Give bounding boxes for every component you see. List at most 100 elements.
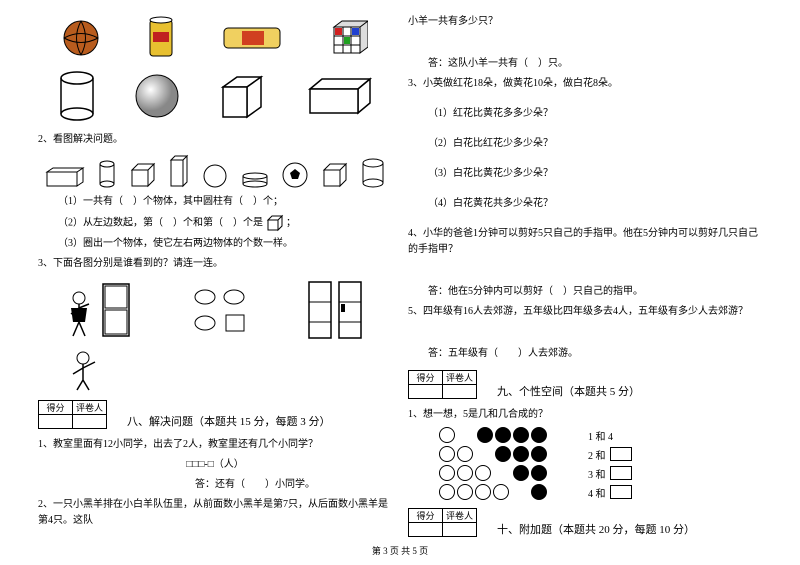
object-photo-row: [38, 16, 392, 60]
bead-empty-icon: [457, 465, 473, 481]
snack-pack-icon: [222, 26, 282, 50]
q3: 3、小英做红花18朵，做黄花10朵，做白花8朵。: [408, 76, 762, 92]
right-column: 小羊一共有多少只？ 答：这队小羊一共有（ ）只。 3、小英做红花18朵，做黄花1…: [400, 10, 770, 540]
small-cube-icon: [130, 162, 156, 188]
cuboid-icon: [304, 75, 374, 117]
bead-empty-icon: [493, 484, 509, 500]
score-label: 得分: [409, 371, 443, 385]
grader-cell[interactable]: [443, 385, 477, 399]
small-cylinder-icon: [98, 160, 116, 188]
answer-box[interactable]: [610, 447, 632, 461]
viewing-scene-2: [38, 348, 392, 392]
bead-filled-icon: [513, 465, 529, 481]
q-cont-ans: 答：这队小羊一共有（ ）只。: [408, 56, 762, 72]
q2-2-text: （2）从左边数起，第（ ）个和第（ ）个是: [58, 217, 263, 228]
q4-ans: 答：他在5分钟内可以剪好（ ）只自己的指甲。: [408, 284, 762, 300]
wide-cylinder-icon: [361, 158, 385, 188]
section-9-header: 得分评卷人 九、个性空间（本题共 5 分）: [408, 370, 762, 399]
q3-4: （4）白花黄花共多少朵花？: [408, 196, 762, 212]
page-footer: 第 3 页 共 5 页: [0, 544, 800, 557]
bead-empty-icon: [439, 484, 455, 500]
fridge-views-icon: [305, 278, 365, 342]
q5: 5、四年级有16人去郊游，五年级比四年级多去4人，五年级有多少人去郊游？: [408, 304, 762, 320]
tall-cuboid-icon: [169, 154, 189, 188]
beads-row: 1 和 4: [438, 427, 762, 443]
q8-1: 1、教室里面有12小同学，出去了2人，教室里还有几个小同学？: [38, 437, 392, 453]
q5-ans: 答：五年级有（ ）人去郊游。: [408, 346, 762, 362]
flat-cylinder-icon: [241, 172, 269, 188]
can-icon: [148, 16, 174, 60]
q8-1-eq: □□□-□（人）: [38, 457, 392, 473]
bead-filled-icon: [477, 427, 493, 443]
solids-row: [38, 70, 392, 122]
score-table-10: 得分评卷人: [408, 508, 477, 537]
q2-1-text: （1）一共有（ ）个物体，其中圆柱有（ ）个；: [58, 196, 283, 207]
bead-empty-icon: [475, 484, 491, 500]
rubiks-cube-icon: [330, 19, 368, 57]
bead-filled-icon: [531, 465, 547, 481]
bead-row-label: 1 和 4: [588, 428, 613, 443]
q4: 4、小华的爸爸1分钟可以剪好5只自己的手指甲。他在5分钟内可以剪好几只自己的手指…: [408, 226, 762, 258]
q9-1: 1、想一想，5是几和几合成的？: [408, 407, 762, 423]
bead-filled-icon: [531, 446, 547, 462]
score-label: 得分: [39, 401, 73, 415]
grader-cell[interactable]: [73, 415, 107, 429]
left-column: 2、看图解决问题。 （1）一共有（ ）个物体，其中圆柱有（ ）个； （2）从左边…: [30, 10, 400, 540]
viewing-scene: [38, 278, 392, 342]
q3-text: 3、下面各图分别是谁看到的？请连一连。: [38, 256, 392, 272]
beads-row: 4 和: [438, 484, 762, 500]
q-cont: 小羊一共有多少只？: [408, 14, 762, 30]
q2-2-suffix: ；: [286, 217, 296, 228]
q3-1: （1）红花比黄花多多少朵？: [408, 106, 762, 122]
score-label: 得分: [409, 509, 443, 523]
q2-1: （1）一共有（ ）个物体，其中圆柱有（ ）个；: [38, 194, 392, 210]
grader-cell[interactable]: [443, 523, 477, 537]
answer-box[interactable]: [610, 466, 632, 480]
small-cube2-icon: [322, 162, 348, 188]
q2-text: 2、看图解决问题。: [38, 132, 392, 148]
bead-empty-icon: [475, 465, 491, 481]
section-9-title: 九、个性空间（本题共 5 分）: [497, 383, 640, 399]
bead-filled-icon: [531, 484, 547, 500]
section-10-header: 得分评卷人 十、附加题（本题共 20 分，每题 10 分）: [408, 508, 762, 537]
section-10-title: 十、附加题（本题共 20 分，每题 10 分）: [497, 521, 695, 537]
score-cell[interactable]: [39, 415, 73, 429]
section-8-title: 八、解决问题（本题共 15 分，每题 3 分）: [127, 413, 331, 429]
q8-2: 2、一只小黑羊排在小白羊队伍里，从前面数小黑羊是第7只，从后面数小黑羊是第4只。…: [38, 497, 392, 529]
grader-label: 评卷人: [73, 401, 107, 415]
grader-label: 评卷人: [443, 509, 477, 523]
q3-2: （2）白花比红花少多少朵？: [408, 136, 762, 152]
small-cuboid-icon: [45, 166, 85, 188]
bead-filled-icon: [495, 427, 511, 443]
q2-2: （2）从左边数起，第（ ）个和第（ ）个是 ；: [38, 214, 392, 232]
q8-1-ans: 答：还有（ ）小同学。: [38, 477, 392, 493]
view-panels-icon: [190, 285, 250, 335]
score-cell[interactable]: [409, 385, 443, 399]
beads-container: 1 和 4 2 和 3 和 4 和: [408, 427, 762, 500]
bead-empty-icon: [457, 484, 473, 500]
bead-empty-icon: [439, 465, 455, 481]
bead-filled-icon: [513, 427, 529, 443]
answer-box[interactable]: [610, 485, 632, 499]
sphere-icon: [134, 73, 180, 119]
boy-looking-icon: [69, 348, 119, 392]
basketball-icon: [62, 19, 100, 57]
bead-filled-icon: [495, 446, 511, 462]
bead-row-label: 2 和: [588, 447, 606, 462]
q2-3: （3）圈出一个物体，使它左右两边物体的个数一样。: [38, 236, 392, 252]
girl-at-fridge-icon: [65, 278, 135, 342]
section-8-header: 得分评卷人 八、解决问题（本题共 15 分，每题 3 分）: [38, 400, 392, 429]
ball-icon: [203, 164, 227, 188]
bead-empty-icon: [439, 446, 455, 462]
q3-3: （3）白花比黄花少多少朵？: [408, 166, 762, 182]
bead-row-label: 4 和: [588, 485, 606, 500]
score-cell[interactable]: [409, 523, 443, 537]
mixed-shapes-row: [38, 154, 392, 188]
score-table-9: 得分评卷人: [408, 370, 477, 399]
bead-filled-icon: [531, 427, 547, 443]
grader-label: 评卷人: [443, 371, 477, 385]
bead-empty-icon: [439, 427, 455, 443]
beads-row: 3 和: [438, 465, 762, 481]
score-table-8: 得分评卷人: [38, 400, 107, 429]
bead-row-label: 3 和: [588, 466, 606, 481]
